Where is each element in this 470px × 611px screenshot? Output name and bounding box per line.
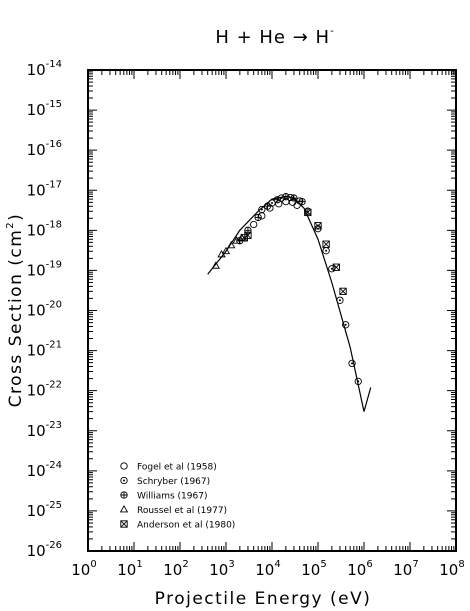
y-tick-label: 10-16 xyxy=(27,139,62,159)
data-point xyxy=(221,246,231,255)
data-point xyxy=(339,287,347,296)
x-tick-label: 104 xyxy=(255,559,280,579)
x-tick-label: 103 xyxy=(209,559,234,579)
data-point xyxy=(322,247,330,255)
x-tick-label: 101 xyxy=(117,559,142,579)
x-tick-labels: 100 101 102 103 104 105 106 107 108 xyxy=(71,559,464,579)
y-tick-label: 10-24 xyxy=(27,460,62,480)
legend-marker xyxy=(120,476,128,485)
legend-label: Roussel et al (1977) xyxy=(137,506,227,516)
y-axis-label-main: Cross Section (cm xyxy=(6,229,26,408)
data-point xyxy=(254,213,262,222)
legend-marker xyxy=(119,504,129,513)
data-point xyxy=(290,194,298,202)
x-tick-label: 100 xyxy=(71,559,96,579)
legend-marker xyxy=(120,520,128,528)
data-point xyxy=(282,193,290,201)
legend-label: Fogel et al (1958) xyxy=(137,463,217,473)
y-tick-label: 10-21 xyxy=(27,340,62,360)
data-point xyxy=(322,240,330,248)
y-tick-label: 10-19 xyxy=(27,259,62,279)
data-point xyxy=(263,202,272,210)
data-point xyxy=(298,197,306,206)
chart-title-main: H + He → H xyxy=(215,27,330,48)
data-point xyxy=(348,359,356,368)
legend-label: Schryber (1967) xyxy=(137,477,210,487)
data-point xyxy=(277,194,286,202)
data-point xyxy=(304,208,312,217)
y-tick-label: 10-18 xyxy=(27,219,62,239)
y-tick-label: 10-23 xyxy=(27,420,62,440)
y-axis-label: Cross Section (cm2) xyxy=(5,213,26,408)
x-tick-label: 106 xyxy=(347,559,372,579)
data-point xyxy=(354,377,362,386)
y-tick-label: 10-15 xyxy=(27,99,62,119)
data-point xyxy=(250,220,258,229)
legend-marker xyxy=(120,491,128,499)
y-tick-label: 10-26 xyxy=(27,540,62,560)
data-point xyxy=(211,261,220,269)
chart-title: H + He → H- xyxy=(215,26,334,48)
data-point xyxy=(332,263,340,271)
x-tick-label: 108 xyxy=(439,559,464,579)
chart-title-superscript: - xyxy=(330,26,335,37)
data-point xyxy=(273,196,281,204)
legend-label: Anderson et al (1980) xyxy=(137,521,235,531)
fit-curve xyxy=(207,195,372,412)
axis-ticks xyxy=(87,70,457,552)
y-tick-label: 10-22 xyxy=(27,380,62,400)
x-tick-label: 102 xyxy=(163,559,188,579)
y-tick-label: 10-14 xyxy=(27,59,62,79)
data-point xyxy=(342,321,350,329)
x-tick-label: 107 xyxy=(393,559,418,579)
data-point xyxy=(336,296,344,304)
legend: Fogel et al (1958) Schryber (1967) William… xyxy=(119,462,235,531)
y-tick-labels: 10-14 10-15 10-16 10-17 10-18 10-19 10-20 10-21… xyxy=(27,59,62,560)
y-tick-label: 10-25 xyxy=(27,500,62,520)
legend-label: Williams (1967) xyxy=(137,492,207,502)
x-tick-label: 105 xyxy=(301,559,326,579)
legend-marker xyxy=(120,462,128,470)
x-axis-label: Projectile Energy (eV) xyxy=(155,589,372,609)
y-axis-label-superscript: 2 xyxy=(5,221,16,229)
tick-marks xyxy=(87,70,457,552)
data-point xyxy=(314,222,322,230)
data-point xyxy=(244,231,252,239)
data-point xyxy=(328,265,336,273)
data-point xyxy=(258,205,266,214)
data-point xyxy=(227,240,236,249)
data-point xyxy=(258,212,266,220)
data-point xyxy=(266,204,274,212)
y-tick-label: 10-17 xyxy=(27,179,62,199)
y-tick-label: 10-20 xyxy=(27,300,62,320)
data-points xyxy=(211,193,362,386)
y-axis-label-end: ) xyxy=(6,213,26,221)
